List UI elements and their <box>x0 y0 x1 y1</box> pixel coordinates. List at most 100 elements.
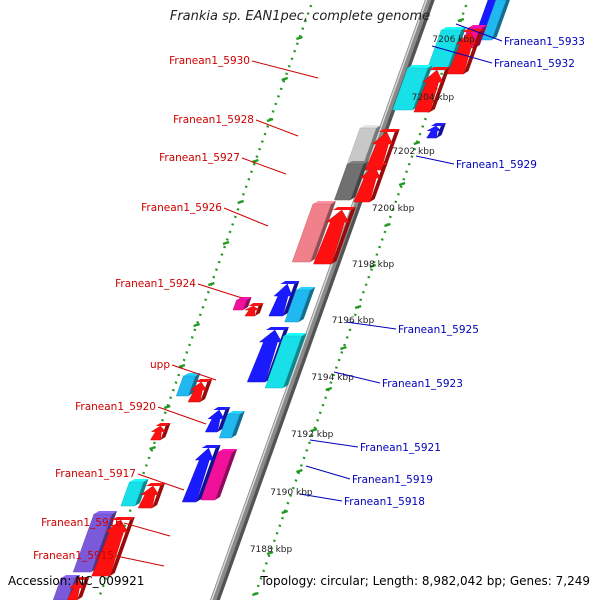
gene-block-top <box>360 125 382 128</box>
gene-label-reverse: Franean1_5923 <box>382 378 463 390</box>
callout-leader <box>415 155 455 165</box>
gene-block-side <box>217 407 231 432</box>
callout-leader <box>431 45 493 64</box>
callout-leader <box>299 493 343 502</box>
gene-block-side <box>491 0 510 40</box>
gene-block-top <box>332 207 356 210</box>
gene-block-side <box>152 483 166 508</box>
gene-block-top <box>155 423 171 426</box>
gene-arrow <box>426 125 442 139</box>
scale-tick-label: 7202 kbp <box>392 147 435 157</box>
gene-block-top <box>296 287 316 290</box>
gene-block-top <box>111 517 135 520</box>
gene-label-forward: Franean1_5927 <box>159 152 240 164</box>
callout-leader <box>333 371 381 384</box>
callout-leader <box>223 207 269 227</box>
tick-mark <box>266 550 274 556</box>
gene-label-forward: Franean1_5917 <box>55 468 136 480</box>
gene-label-forward: Franean1_5920 <box>75 401 156 413</box>
gene-label-forward: Franean1_5928 <box>173 114 254 126</box>
gene-block-side <box>362 125 382 166</box>
gene-block-top <box>428 67 450 70</box>
genome-summary-text: Topology: circular; Length: 8,982,042 bp… <box>260 574 590 588</box>
callout-leader <box>305 465 351 480</box>
gene-block-top <box>218 449 238 452</box>
tick-mark <box>369 263 377 269</box>
backbone-line <box>210 0 432 600</box>
gene-layer <box>52 0 510 600</box>
tick-mark <box>163 404 171 410</box>
gene-block <box>334 163 364 201</box>
gene-block-top <box>280 281 300 284</box>
gene-block-side <box>369 163 388 202</box>
gene-arrow <box>66 579 84 600</box>
tick-mark <box>281 509 289 515</box>
gene-block-side <box>243 297 252 310</box>
gene-arrow <box>246 329 282 383</box>
tick-track-right <box>251 0 470 600</box>
callout-leader <box>171 364 217 381</box>
gene-label-reverse: Franean1_5921 <box>360 442 441 454</box>
callout-leader <box>157 406 207 425</box>
tick-mark <box>251 591 259 597</box>
tick-mark <box>281 76 289 82</box>
callout-layer: 7206 kbp 7204 kbp 7202 kbp 7200 kbp 7198 kbp… <box>33 23 585 567</box>
gene-arrow <box>150 425 167 441</box>
gene-label-reverse: Franean1_5919 <box>352 474 433 486</box>
tick-mark <box>340 345 347 351</box>
gene-block-top <box>146 483 166 486</box>
gene-arrow <box>244 305 260 317</box>
callout-leader <box>115 555 165 567</box>
callout-leader <box>255 119 299 137</box>
gene-block-top <box>312 201 336 204</box>
gene-block-top <box>265 327 289 330</box>
scale-tick-label: 7198 kbp <box>352 260 395 270</box>
scale-tick-label: 7192 kbp <box>291 430 334 440</box>
gene-block-top <box>441 27 467 30</box>
tick-mark <box>413 140 421 146</box>
gene-block-side <box>298 287 316 322</box>
gene-block <box>52 577 76 600</box>
gene-block-top <box>213 407 231 410</box>
tick-mark <box>149 445 156 451</box>
gene-block-side <box>282 281 300 316</box>
gene-block-top <box>227 411 245 414</box>
tick-mark <box>354 304 362 310</box>
gene-arrow <box>413 69 444 113</box>
gene-label-forward: Franean1_5924 <box>115 278 196 290</box>
gene-arrow <box>181 447 214 503</box>
gene-block-top <box>407 65 433 68</box>
gene-block-side <box>446 27 467 70</box>
gene-block-top <box>430 123 446 126</box>
gene-block-top <box>283 333 307 336</box>
tick-mark <box>237 199 245 205</box>
gene-label-forward: Franean1_5915 <box>33 550 114 562</box>
gene-arrow <box>91 519 128 577</box>
gene-block-side <box>134 479 149 506</box>
gene-block <box>392 67 429 111</box>
gene-arrow <box>268 283 293 317</box>
gene-arrow <box>447 31 477 75</box>
gene-block-top <box>347 161 369 164</box>
gene-block-side <box>254 303 264 316</box>
callout-leader <box>455 23 503 42</box>
gene-block-top <box>195 379 213 382</box>
tick-mark <box>296 35 303 41</box>
gene-block <box>200 451 233 501</box>
gene-block-side <box>331 207 356 264</box>
tick-mark <box>207 281 215 287</box>
gene-block-top <box>129 479 149 482</box>
gene-block <box>481 0 507 41</box>
accession-text: Accession: NC_009921 <box>8 574 145 588</box>
gene-block-side <box>310 201 336 262</box>
tick-mark <box>222 240 230 246</box>
gene-label-reverse: Franean1_5933 <box>504 36 585 48</box>
gene-block-top <box>378 129 400 132</box>
gene-arrow <box>137 485 160 509</box>
gene-block-side <box>200 379 213 402</box>
gene-label-forward: Franean1_5926 <box>141 202 222 214</box>
scale-tick-label: 7200 kbp <box>372 204 415 214</box>
callout-leader <box>197 283 243 299</box>
